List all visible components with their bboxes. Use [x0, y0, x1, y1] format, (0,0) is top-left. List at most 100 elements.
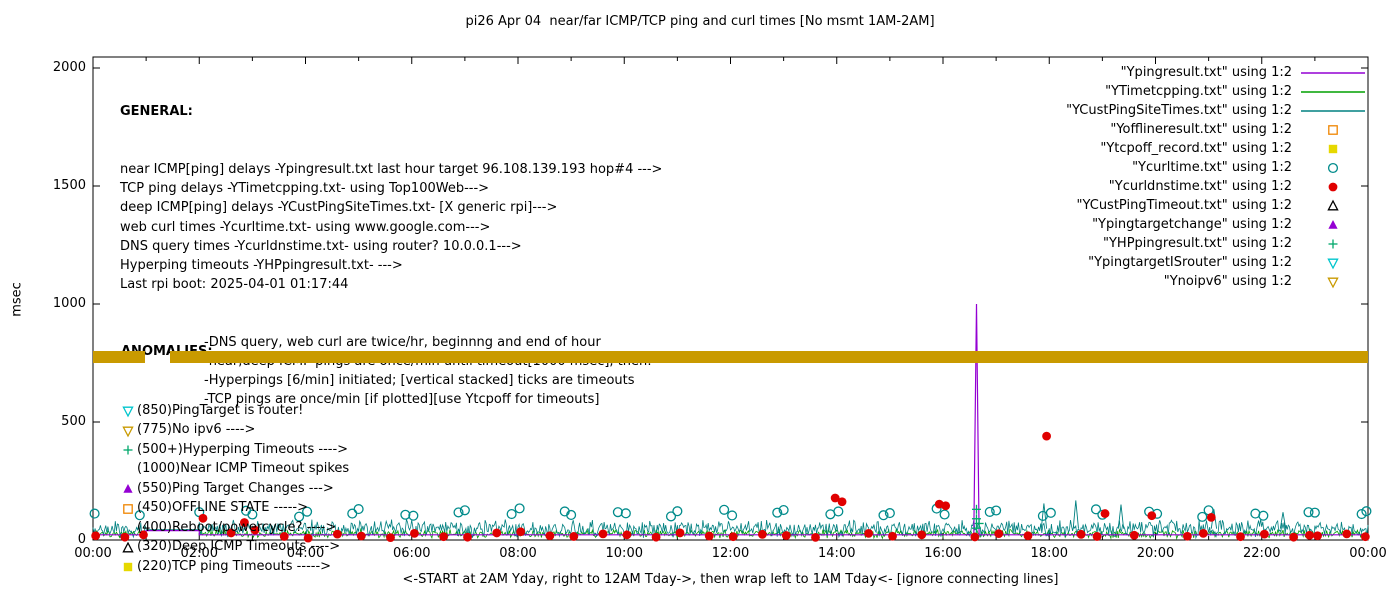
general-line: TCP ping delays -YTimetcpping.txt- using… [120, 181, 490, 197]
legend-label: "Ynoipv6" using 1:2 [1163, 274, 1292, 289]
legend-sample-line [1298, 65, 1368, 81]
anomaly-item: (400)Reboot/powercycle? ----> [121, 518, 349, 538]
x-axis-label: <-START at 2AM Yday, right to 12AM Tday-… [402, 572, 1059, 587]
anomaly-text: (400)Reboot/powercycle? ----> [137, 519, 337, 535]
anomaly-text: (850)PingTarget is router! [137, 402, 304, 418]
square-filled-icon [121, 558, 136, 574]
general-line: Last rpi boot: 2025-04-01 01:17:44 [120, 277, 349, 293]
legend-label: "YTimetcpping.txt" using 1:2 [1105, 84, 1292, 99]
x-tick-label: 00:00 [74, 546, 112, 561]
anomaly-item: (220)TCP ping Timeouts -----> [121, 557, 349, 577]
legend-sample-circle-filled [1298, 179, 1368, 195]
legend-label: "YpingtargetISrouter" using 1:2 [1088, 255, 1292, 270]
x-tick-label: 18:00 [1030, 546, 1068, 561]
anomaly-text: (550)Ping Target Changes ---> [137, 480, 334, 496]
legend-item: "Ycurldnstime.txt" using 1:2 [1066, 177, 1368, 196]
general-line: deep ICMP[ping] delays -YCustPingSiteTim… [120, 200, 558, 216]
anomaly-item: (850)PingTarget is router! [121, 401, 349, 421]
x-tick-label: 10:00 [605, 546, 643, 561]
legend-item: "YTimetcpping.txt" using 1:2 [1066, 82, 1368, 101]
general-line: near ICMP[ping] delays -Ypingresult.txt … [120, 162, 663, 178]
legend-label: "Ycurldnstime.txt" using 1:2 [1108, 179, 1292, 194]
anomaly-item: (500+)Hyperping Timeouts ----> [121, 440, 349, 460]
y-tick-label: 500 [61, 414, 86, 429]
x-tick-label: 14:00 [818, 546, 856, 561]
general-note: -TCP pings are once/min [if plotted][use… [204, 392, 600, 408]
anomaly-text: (220)TCP ping Timeouts -----> [137, 558, 332, 574]
anomaly-text: (500+)Hyperping Timeouts ----> [137, 441, 349, 457]
general-heading: GENERAL: [120, 104, 193, 120]
no-icon [121, 519, 136, 535]
legend-sample-triangle-down-open [1298, 274, 1368, 290]
legend-sample-square-open [1298, 122, 1368, 138]
anomaly-item: (550)Ping Target Changes ---> [121, 479, 349, 499]
x-tick-label: 20:00 [1136, 546, 1175, 561]
legend: "Ypingresult.txt" using 1:2 "YTimetcpping… [1066, 63, 1368, 291]
x-tick-label: 16:00 [924, 546, 962, 561]
legend-label: "YHPpingresult.txt" using 1:2 [1103, 236, 1292, 251]
general-line: Hyperping timeouts -YHPpingresult.txt- -… [120, 258, 403, 274]
x-tick-label: 00:00 [1349, 546, 1387, 561]
x-tick-label: 22:00 [1243, 546, 1281, 561]
y-tick-label: 1500 [52, 178, 86, 193]
legend-sample-square-filled [1298, 141, 1368, 157]
square-open-icon [121, 500, 136, 516]
x-tick-label: 02:00 [180, 546, 218, 561]
legend-label: "Yofflineresult.txt" using 1:2 [1110, 122, 1292, 137]
y-tick-label: 1000 [52, 296, 86, 311]
anomaly-item: (775)No ipv6 ----> [121, 420, 349, 440]
triangle-up-open-icon [121, 539, 136, 555]
legend-label: "YCustPingTimeout.txt" using 1:2 [1076, 198, 1292, 213]
anomaly-item: (1000)Near ICMP Timeout spikes [121, 459, 349, 479]
y-tick-label: 0 [77, 532, 86, 547]
legend-sample-plus [1298, 236, 1368, 252]
x-tick-label: 12:00 [711, 546, 750, 561]
chart-title: pi26 Apr 04 near/far ICMP/TCP ping and c… [465, 14, 935, 29]
anomaly-item: (320)Deep ICMP Timeouts ----> [121, 537, 349, 557]
x-tick-label: 04:00 [286, 546, 325, 561]
anomalies-annotation: ANOMALIES: (850)PingTarget is router! (77… [121, 303, 349, 600]
anomalies-heading: ANOMALIES: [121, 344, 213, 359]
x-tick-label: 08:00 [499, 546, 537, 561]
legend-item: "YHPpingresult.txt" using 1:2 [1066, 234, 1368, 253]
general-note: -DNS query, web curl are twice/hr, begin… [204, 334, 601, 350]
legend-sample-triangle-down-open [1298, 255, 1368, 271]
legend-item: "Ypingtargetchange" using 1:2 [1066, 215, 1368, 234]
general-line: DNS query times -Ycurldnstime.txt- using… [120, 238, 522, 254]
anomaly-text: (1000)Near ICMP Timeout spikes [137, 461, 350, 476]
x-tick-label: 06:00 [393, 546, 431, 561]
legend-item: "Yofflineresult.txt" using 1:2 [1066, 120, 1368, 139]
legend-item: "Ypingresult.txt" using 1:2 [1066, 63, 1368, 82]
legend-sample-triangle-up-open [1298, 198, 1368, 214]
anomaly-list: (850)PingTarget is router! (775)No ipv6 -… [121, 401, 349, 577]
y-tick-label: 2000 [52, 60, 86, 75]
no-icon [121, 461, 136, 477]
anomaly-text: (775)No ipv6 ----> [137, 422, 256, 437]
anomaly-item: (450)OFFLINE STATE -----> [121, 498, 349, 518]
general-line: web curl times -Ycurltime.txt- using www… [120, 219, 491, 235]
legend-item: "Ynoipv6" using 1:2 [1066, 272, 1368, 291]
legend-label: "Ypingresult.txt" using 1:2 [1120, 65, 1292, 80]
legend-item: "YpingtargetISrouter" using 1:2 [1066, 253, 1368, 272]
general-note: -Hyperpings [6/min] initiated; [vertical… [204, 373, 635, 389]
anomaly-text: (450)OFFLINE STATE -----> [137, 500, 308, 515]
legend-sample-triangle-up-filled [1298, 217, 1368, 233]
plus-icon [121, 441, 136, 457]
triangle-up-filled-icon [121, 480, 136, 496]
legend-label: "YCustPingSiteTimes.txt" using 1:2 [1066, 103, 1292, 118]
general-lines: near ICMP[ping] delays -Ypingresult.txt … [120, 160, 662, 294]
triangle-down-open-icon [121, 422, 136, 438]
triangle-down-open-icon [121, 402, 136, 418]
legend-label: "Ypingtargetchange" using 1:2 [1092, 217, 1292, 232]
legend-label: "Ytcpoff_record.txt" using 1:2 [1100, 141, 1292, 156]
legend-sample-line [1298, 84, 1368, 100]
legend-item: "YCustPingTimeout.txt" using 1:2 [1066, 196, 1368, 215]
legend-item: "Ytcpoff_record.txt" using 1:2 [1066, 139, 1368, 158]
legend-label: "Ycurltime.txt" using 1:2 [1132, 160, 1292, 175]
anomaly-text: (320)Deep ICMP Timeouts ----> [137, 539, 341, 554]
legend-item: "Ycurltime.txt" using 1:2 [1066, 158, 1368, 177]
legend-sample-circle-open [1298, 160, 1368, 176]
legend-sample-line [1298, 103, 1368, 119]
